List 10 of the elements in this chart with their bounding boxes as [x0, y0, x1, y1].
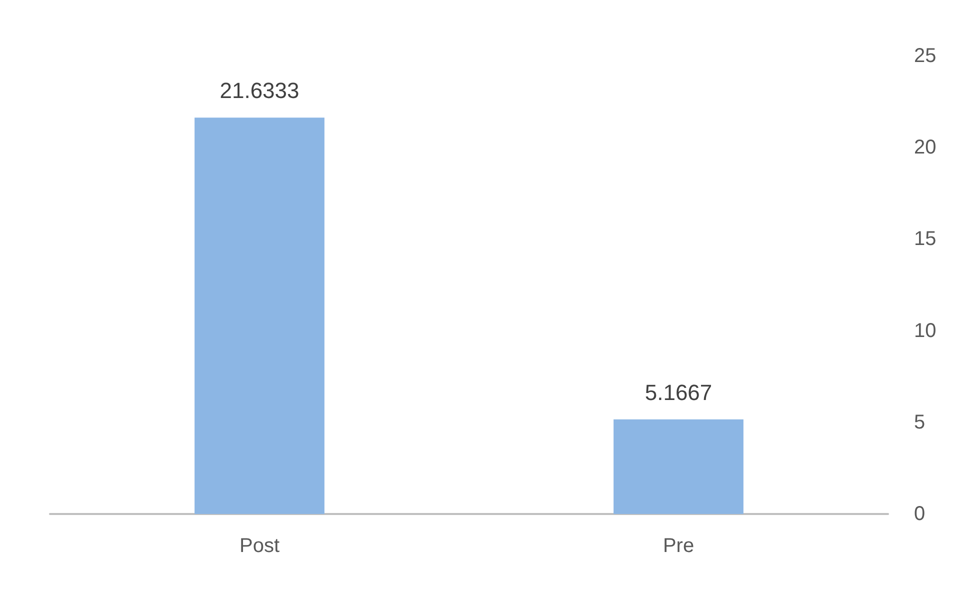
x-tick-label: Post	[239, 535, 280, 557]
y-tick-label: 25	[914, 45, 936, 67]
y-tick-label: 20	[914, 136, 936, 159]
y-tick-label: 0	[914, 503, 926, 525]
data-label: 21.6333	[220, 78, 300, 104]
y-tick-label: 15	[914, 228, 936, 250]
data-label: 5.1667	[644, 380, 712, 405]
y-tick-label: 10	[914, 320, 936, 342]
x-tick-label: Pre	[662, 535, 694, 557]
y-tick-label: 5	[914, 411, 926, 434]
